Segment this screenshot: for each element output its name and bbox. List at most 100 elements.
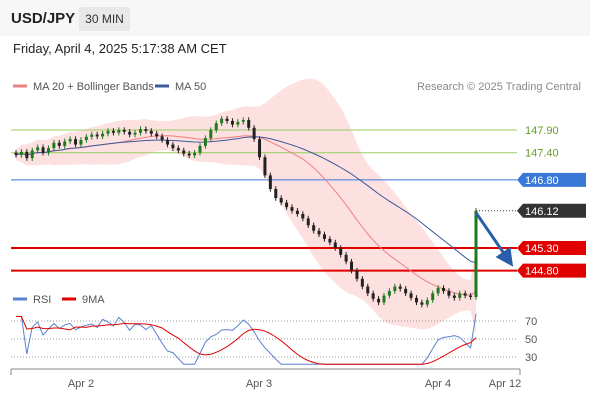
candle-body [236, 121, 240, 125]
candle-body [252, 127, 256, 140]
rsi-level-label: 70 [525, 316, 537, 328]
price-label-text: 146.80 [525, 175, 559, 187]
candle-body [420, 302, 424, 305]
candle-body [203, 138, 207, 146]
candle-body [393, 286, 397, 292]
candle-body [230, 120, 234, 125]
candle-body [95, 134, 99, 137]
candle-body [382, 295, 386, 303]
candle-body [84, 136, 88, 141]
candle-body [366, 286, 370, 294]
candle-body [144, 129, 148, 131]
candle-body [398, 286, 402, 289]
candle-body [122, 130, 126, 132]
price-label-box [517, 263, 586, 278]
candles-group [14, 115, 478, 308]
candle-body [442, 287, 446, 292]
candle-body [447, 291, 451, 296]
candle-body [209, 130, 213, 139]
candle-body [111, 130, 115, 133]
price-label-text: 147.90 [525, 125, 559, 137]
candle-body [57, 142, 61, 146]
candle-body [268, 175, 272, 189]
candle-body [344, 254, 348, 262]
candle-body [90, 134, 94, 137]
candle-body [160, 136, 164, 141]
candle-body [306, 218, 310, 226]
candle-body [409, 293, 413, 298]
candle-body [225, 118, 229, 121]
datetime-label: Friday, April 4, 2025 5:17:38 AM CET [13, 41, 227, 56]
candle-body [46, 148, 50, 153]
ma50-line [15, 136, 477, 264]
candle-body [79, 140, 83, 145]
candle-body [377, 298, 381, 303]
price-label-text: 147.40 [525, 148, 559, 160]
candle-body [317, 230, 321, 235]
candle-body [106, 130, 110, 134]
candle-body [414, 297, 418, 303]
candle-body [258, 139, 262, 158]
candle-body [220, 118, 224, 124]
x-tick-label: Apr 3 [246, 378, 272, 390]
rsi-levels: 70 50 30 [11, 316, 537, 364]
candle-body [182, 150, 186, 154]
candle-body [355, 270, 359, 279]
candle-body [263, 157, 267, 176]
price-label-text: 146.12 [525, 206, 559, 218]
candle-body [474, 210, 478, 297]
candle-body [30, 150, 34, 159]
candle-body [274, 189, 278, 199]
rsi-legend-label: RSI [33, 294, 51, 306]
candle-body [193, 152, 197, 156]
candle-body [74, 139, 78, 145]
candle-body [133, 132, 137, 135]
candle-body [469, 295, 473, 297]
candle-body [285, 202, 289, 208]
candle-body [431, 293, 435, 301]
projection-arrow [474, 211, 514, 267]
credit-label: Research © 2025 Trading Central [417, 81, 581, 93]
candle-body [214, 123, 218, 131]
price-label-box [517, 172, 586, 187]
ma50-legend-label: MA 50 [175, 81, 206, 93]
timeframe-button[interactable]: 30 MIN [79, 7, 130, 31]
candle-body [117, 130, 121, 133]
candle-body [19, 151, 23, 155]
candle-body [36, 147, 40, 151]
x-tick-label: Apr 4 [425, 378, 451, 390]
top-bar: USD/JPY 30 MIN [0, 0, 590, 36]
candle-body [312, 225, 316, 231]
candle-body [155, 133, 159, 137]
candle-body [63, 141, 67, 146]
price-label-text: 145.30 [525, 243, 559, 255]
candle-body [52, 142, 56, 149]
candle-body [128, 131, 132, 135]
candle-body [187, 153, 191, 156]
candle-body [101, 133, 105, 137]
ma-bb-legend-label: MA 20 + Bollinger Bands [33, 81, 154, 93]
levels-group [11, 129, 517, 272]
candle-body [241, 120, 245, 122]
rsi-ma-legend-label: 9MA [82, 294, 105, 306]
price-labels: 147.90 147.40 146.80 146.12 145.30 144.80 [517, 125, 586, 278]
candle-body [247, 120, 251, 128]
candle-body [14, 152, 18, 155]
x-tick-label: Apr 12 [489, 378, 521, 390]
candle-body [295, 210, 299, 214]
candle-body [328, 238, 332, 243]
candle-body [176, 148, 180, 151]
x-tick-label: Apr 2 [68, 378, 94, 390]
candle-body [339, 247, 343, 255]
rsi-level-label: 50 [525, 334, 537, 346]
candle-body [138, 129, 142, 133]
candle-body [41, 147, 45, 153]
candle-body [333, 242, 337, 248]
rsi-ma-line [16, 316, 477, 365]
candle-body [350, 261, 354, 271]
rsi-level-label: 30 [525, 352, 537, 364]
candle-body [404, 288, 408, 294]
candle-body [371, 293, 375, 299]
candle-body [171, 144, 175, 149]
candle-body [436, 287, 440, 294]
